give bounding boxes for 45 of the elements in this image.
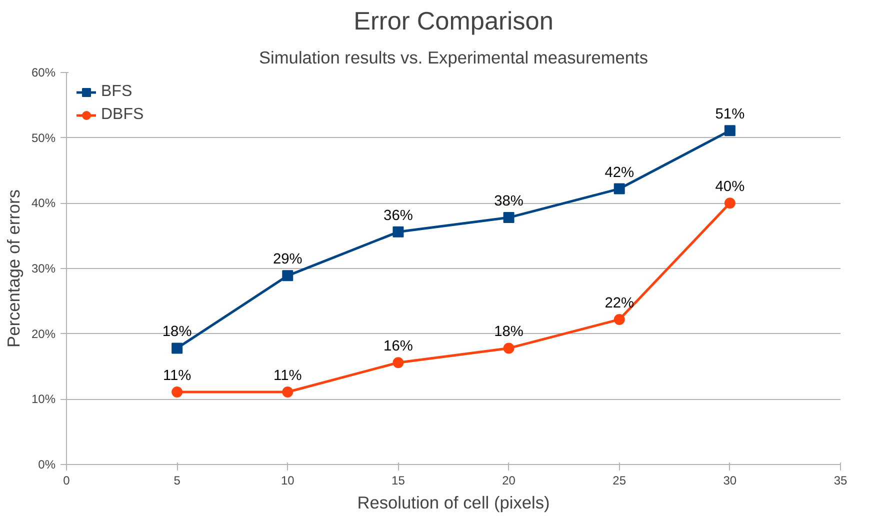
x-tick-label: 5 <box>174 474 181 488</box>
data-label: 18% <box>494 324 524 340</box>
point <box>172 386 183 398</box>
y-axis-title: Percentage of errors <box>3 189 24 348</box>
data-label: 38% <box>494 194 524 210</box>
x-axis-title: Resolution of cell (pixels) <box>357 492 550 512</box>
point <box>614 183 625 194</box>
x-tick-label: 30 <box>723 474 737 488</box>
y-tick-label: 20% <box>31 326 56 341</box>
data-label: 11% <box>274 368 302 384</box>
point <box>614 314 625 325</box>
point <box>282 270 294 282</box>
x-tick-label: 10 <box>280 474 295 488</box>
point <box>503 342 514 354</box>
point <box>172 342 183 354</box>
x-tick-label: 35 <box>834 474 848 488</box>
data-label: 29% <box>272 252 302 268</box>
y-tick-label: 40% <box>31 196 56 210</box>
point <box>392 357 404 368</box>
data-label: 11% <box>162 368 192 384</box>
point <box>392 226 404 238</box>
data-label: 22% <box>604 295 634 312</box>
point <box>724 198 736 209</box>
legend-label: BFS <box>101 83 132 101</box>
legend-label: DBFS <box>101 106 144 124</box>
x-tick-label: 0 <box>63 474 70 488</box>
data-label: 40% <box>715 179 745 196</box>
data-label: 42% <box>604 164 634 181</box>
y-tick-label: 10% <box>31 392 56 406</box>
y-tick-label: 30% <box>31 262 56 276</box>
data-label: 51% <box>715 106 745 123</box>
point <box>724 125 736 136</box>
point <box>282 386 294 398</box>
x-tick-label: 15 <box>392 474 406 488</box>
x-tick-label: 25 <box>612 474 626 488</box>
point <box>503 212 514 224</box>
y-tick-label: 60% <box>31 66 56 80</box>
data-label: 36% <box>384 208 413 224</box>
y-tick-label: 50% <box>31 130 56 145</box>
data-label: 16% <box>384 338 413 355</box>
y-tick-label: 0% <box>38 458 56 472</box>
chart-subtitle: Simulation results vs. Experimental measurements <box>258 48 648 68</box>
x-tick-label: 20 <box>502 474 516 488</box>
data-label: 18% <box>162 324 192 340</box>
chart-title: Error Comparison <box>354 8 554 36</box>
